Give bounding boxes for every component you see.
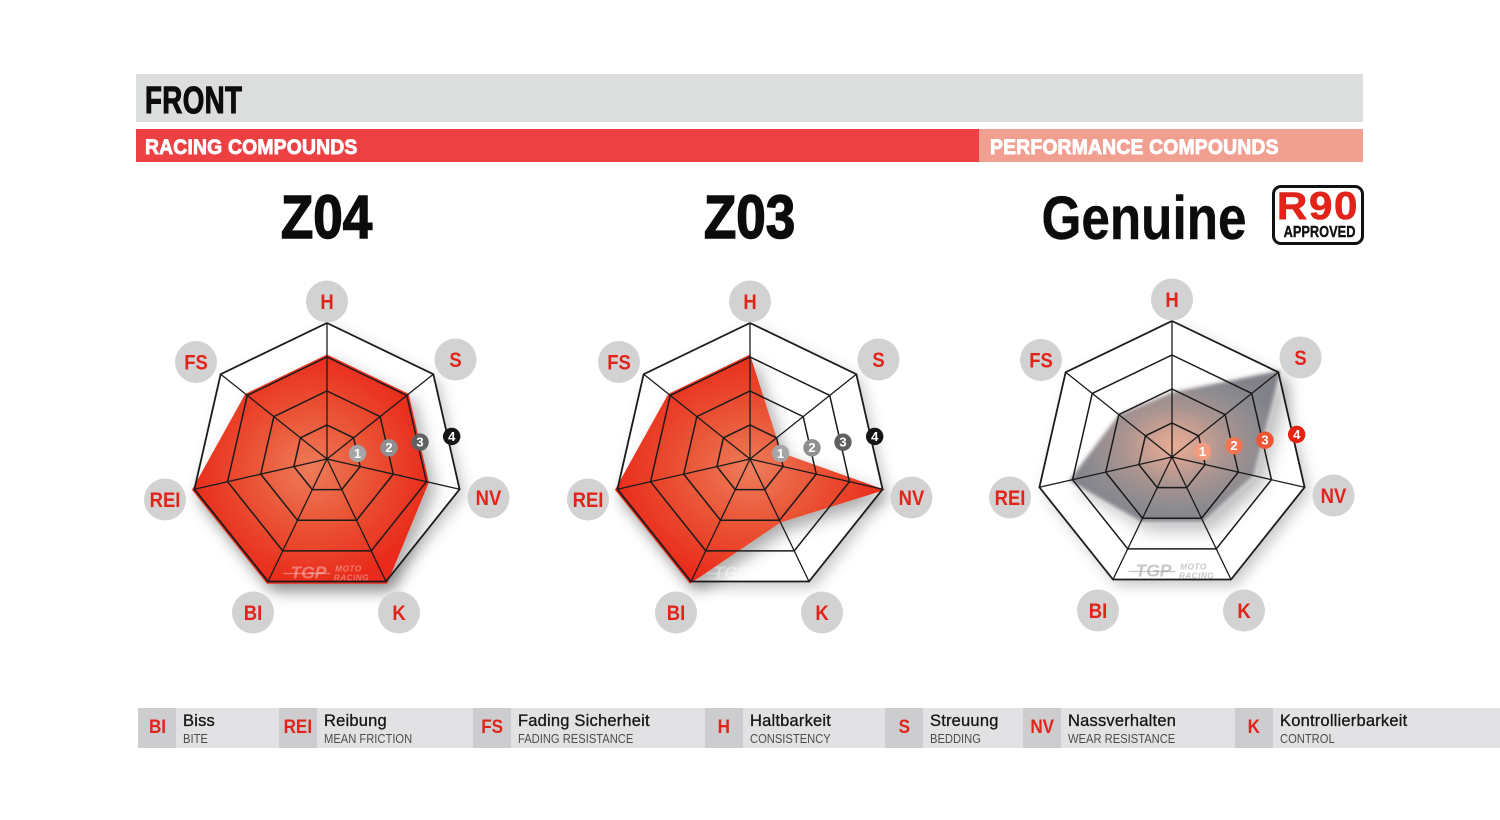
svg-text:FS: FS xyxy=(607,351,631,374)
svg-text:BI: BI xyxy=(244,602,262,625)
svg-text:H: H xyxy=(320,291,333,314)
svg-text:3: 3 xyxy=(416,435,423,450)
svg-text:BI: BI xyxy=(667,602,685,625)
svg-text:REI: REI xyxy=(573,489,604,512)
svg-text:2: 2 xyxy=(385,440,392,455)
svg-text:FS: FS xyxy=(1029,349,1053,372)
svg-text:NV: NV xyxy=(1321,485,1347,508)
svg-text:MOTO: MOTO xyxy=(1180,562,1207,571)
svg-text:NV: NV xyxy=(476,487,502,510)
svg-text:4: 4 xyxy=(448,429,456,444)
svg-text:1: 1 xyxy=(354,446,361,461)
svg-text:3: 3 xyxy=(1261,433,1268,448)
svg-text:FS: FS xyxy=(184,351,208,374)
svg-text:TGP: TGP xyxy=(291,563,327,583)
svg-text:1: 1 xyxy=(1199,444,1206,459)
svg-text:4: 4 xyxy=(871,429,879,444)
svg-text:TGP: TGP xyxy=(714,563,750,583)
svg-text:K: K xyxy=(1237,600,1251,623)
svg-text:H: H xyxy=(743,291,756,314)
svg-text:K: K xyxy=(815,602,829,625)
svg-text:REI: REI xyxy=(995,487,1026,510)
svg-text:1: 1 xyxy=(777,446,784,461)
svg-text:S: S xyxy=(449,349,461,372)
svg-text:4: 4 xyxy=(1293,427,1301,442)
svg-text:S: S xyxy=(872,349,884,372)
svg-text:MOTO: MOTO xyxy=(758,564,785,573)
svg-text:RACING: RACING xyxy=(334,573,369,582)
svg-text:2: 2 xyxy=(808,440,815,455)
svg-text:BI: BI xyxy=(1089,600,1107,623)
svg-text:H: H xyxy=(1165,289,1178,312)
svg-text:TGP: TGP xyxy=(1136,561,1172,581)
svg-text:MOTO: MOTO xyxy=(335,564,362,573)
svg-text:NV: NV xyxy=(899,487,925,510)
svg-text:K: K xyxy=(392,602,406,625)
svg-text:RACING: RACING xyxy=(1179,571,1214,580)
svg-text:RACING: RACING xyxy=(757,573,792,582)
svg-text:2: 2 xyxy=(1230,438,1237,453)
svg-text:REI: REI xyxy=(150,489,181,512)
svg-text:3: 3 xyxy=(839,435,846,450)
svg-text:S: S xyxy=(1294,347,1306,370)
